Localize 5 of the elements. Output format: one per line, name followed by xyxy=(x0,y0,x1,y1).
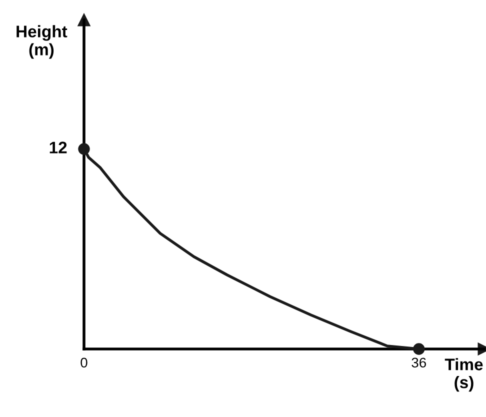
annotation: 12 xyxy=(50,142,67,154)
x-tick-label: 36 xyxy=(412,358,426,368)
x-axis-title: Time (s) xyxy=(444,358,483,392)
x-tick-label: 0 xyxy=(80,358,88,368)
text: Height (m) xyxy=(16,25,68,59)
